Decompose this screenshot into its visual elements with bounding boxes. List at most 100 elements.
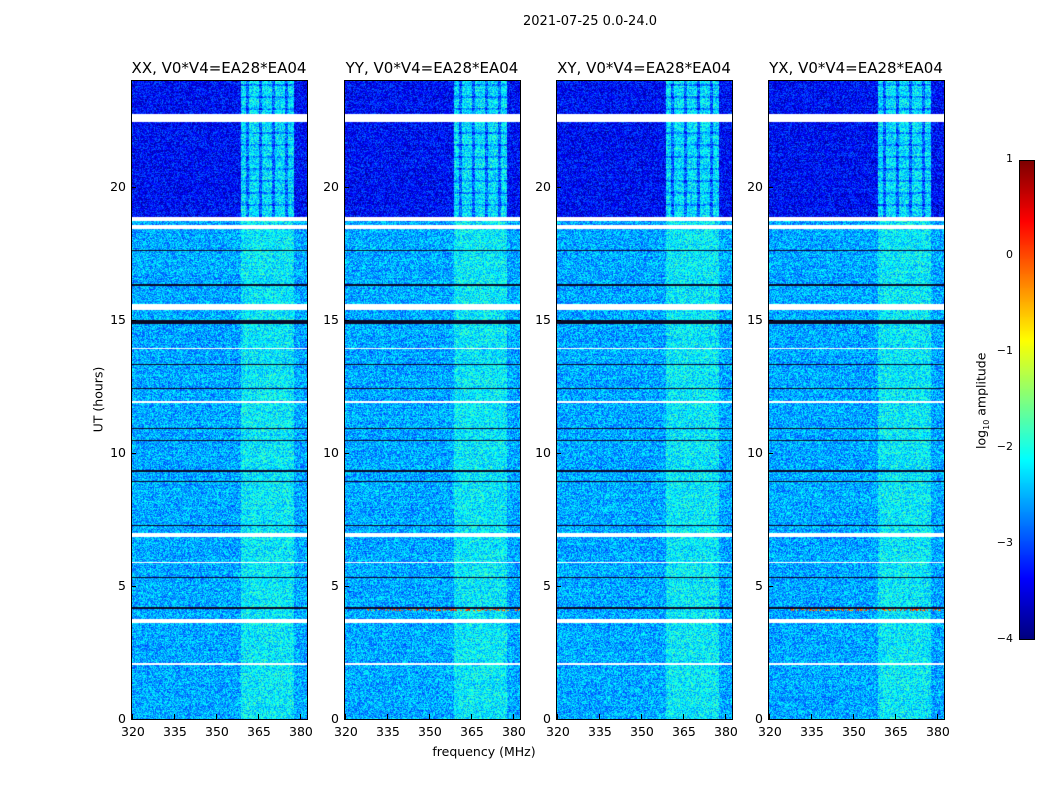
colorbar-tick-label: −1: [996, 344, 1013, 357]
x-tick-label: 350: [418, 724, 442, 739]
y-tick-label: 10: [323, 445, 339, 461]
x-tick-label: 350: [205, 724, 229, 739]
x-tick-label: 365: [460, 724, 484, 739]
panel-title: XY, V0*V4=EA28*EA04: [557, 59, 731, 77]
y-tick-label: 20: [323, 179, 339, 195]
panel-title: XX, V0*V4=EA28*EA04: [131, 59, 307, 77]
spectrogram-panel: [556, 80, 733, 720]
y-tick-mark: [768, 453, 773, 455]
x-tick-mark: [258, 714, 259, 719]
x-tick-mark: [387, 714, 388, 719]
y-tick-label: 15: [747, 312, 763, 328]
x-tick-mark: [641, 714, 642, 719]
y-tick-label: 0: [543, 711, 551, 726]
x-tick-label: 365: [247, 724, 271, 739]
colorbar-label: log10 amplitude: [973, 352, 991, 449]
y-tick-mark: [556, 320, 561, 322]
y-tick-mark: [556, 719, 561, 720]
y-tick-mark: [344, 586, 349, 588]
x-tick-mark: [895, 714, 896, 719]
y-tick-mark: [768, 586, 773, 588]
y-tick-mark: [344, 719, 349, 720]
spectrogram-heatmap: [557, 81, 732, 719]
y-tick-label: 10: [535, 445, 551, 461]
y-tick-mark: [131, 719, 136, 720]
spectrogram-heatmap: [132, 81, 307, 719]
y-axis-label: UT (hours): [90, 366, 106, 433]
panel-title: YY, V0*V4=EA28*EA04: [345, 59, 519, 77]
x-tick-mark: [725, 714, 726, 719]
x-tick-mark: [557, 714, 558, 719]
y-tick-mark: [768, 187, 773, 189]
figure-title: 2021-07-25 0.0-24.0: [523, 14, 657, 29]
y-tick-mark: [556, 586, 561, 588]
x-tick-mark: [300, 714, 301, 719]
x-tick-mark: [471, 714, 472, 719]
x-tick-mark: [216, 714, 217, 719]
y-tick-label: 20: [110, 179, 126, 195]
x-tick-mark: [937, 714, 938, 719]
y-tick-mark: [556, 453, 561, 455]
y-tick-label: 10: [110, 445, 126, 461]
y-tick-label: 15: [535, 312, 551, 328]
y-tick-label: 0: [755, 711, 763, 726]
x-tick-label: 335: [376, 724, 400, 739]
y-tick-mark: [131, 187, 136, 189]
x-tick-label: 320: [758, 724, 782, 739]
y-tick-label: 10: [747, 445, 763, 461]
colorbar-tick-label: −3: [996, 536, 1013, 549]
x-tick-label: 320: [546, 724, 570, 739]
x-tick-mark: [513, 714, 514, 719]
y-tick-label: 5: [118, 578, 126, 594]
x-tick-mark: [769, 714, 770, 719]
x-tick-mark: [599, 714, 600, 719]
spectrogram-panel: [768, 80, 945, 720]
x-tick-mark: [811, 714, 812, 719]
y-tick-label: 20: [535, 179, 551, 195]
x-tick-label: 380: [926, 724, 950, 739]
y-tick-mark: [556, 187, 561, 189]
y-tick-mark: [131, 453, 136, 455]
x-tick-label: 350: [842, 724, 866, 739]
x-tick-mark: [429, 714, 430, 719]
x-tick-mark: [345, 714, 346, 719]
x-tick-label: 320: [121, 724, 145, 739]
y-tick-mark: [131, 586, 136, 588]
spectrogram-panel: [344, 80, 521, 720]
y-tick-mark: [344, 453, 349, 455]
y-tick-label: 15: [110, 312, 126, 328]
y-tick-label: 5: [755, 578, 763, 594]
x-tick-mark: [174, 714, 175, 719]
spectrogram-heatmap: [769, 81, 944, 719]
x-tick-mark: [132, 714, 133, 719]
y-tick-mark: [768, 320, 773, 322]
x-tick-label: 380: [502, 724, 526, 739]
x-tick-label: 380: [714, 724, 738, 739]
y-tick-label: 0: [331, 711, 339, 726]
x-tick-label: 335: [800, 724, 824, 739]
y-tick-mark: [344, 320, 349, 322]
x-tick-label: 365: [672, 724, 696, 739]
x-tick-mark: [853, 714, 854, 719]
y-tick-label: 5: [331, 578, 339, 594]
x-tick-label: 320: [334, 724, 358, 739]
y-tick-mark: [344, 187, 349, 189]
y-tick-label: 15: [323, 312, 339, 328]
colorbar-tick-label: −2: [996, 440, 1013, 453]
y-tick-label: 5: [543, 578, 551, 594]
colorbar: [1019, 160, 1035, 640]
colorbar-tick-label: 0: [1006, 248, 1013, 261]
spectrogram-panel: [131, 80, 308, 720]
x-tick-label: 350: [630, 724, 654, 739]
y-tick-label: 0: [118, 711, 126, 726]
colorbar-tick-label: −4: [996, 632, 1013, 645]
x-tick-mark: [683, 714, 684, 719]
y-tick-label: 20: [747, 179, 763, 195]
spectrogram-heatmap: [345, 81, 520, 719]
x-tick-label: 335: [163, 724, 187, 739]
x-tick-label: 365: [884, 724, 908, 739]
y-tick-mark: [131, 320, 136, 322]
x-tick-label: 335: [588, 724, 612, 739]
x-axis-label: frequency (MHz): [432, 744, 536, 759]
